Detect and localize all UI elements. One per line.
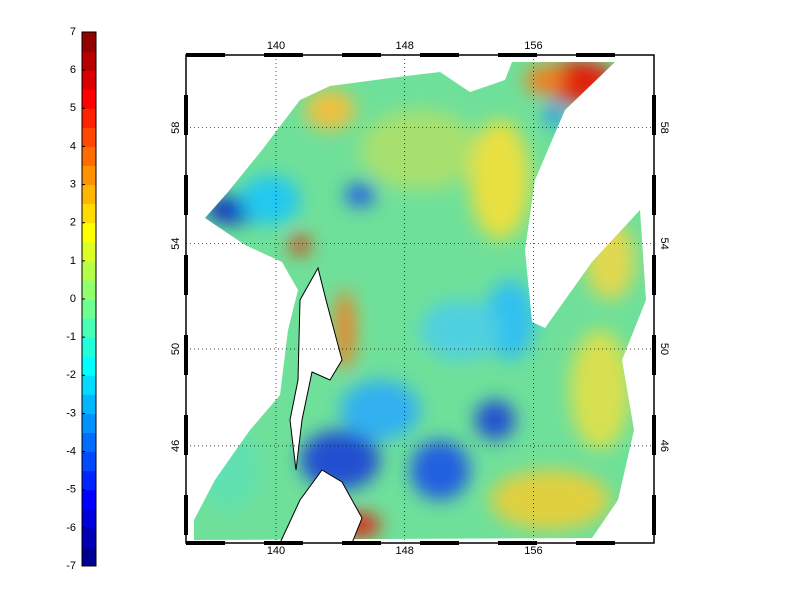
colorbar-step bbox=[82, 489, 96, 510]
colorbar-step bbox=[82, 546, 96, 567]
colorbar-tick-label: -7 bbox=[66, 560, 76, 572]
frame-bar bbox=[652, 95, 656, 135]
colorbar-tick-label: 7 bbox=[70, 26, 76, 38]
sakhalin bbox=[289, 266, 343, 471]
lon-tick-label: 148 bbox=[396, 40, 414, 52]
colorbar-tick-label: 4 bbox=[70, 140, 76, 152]
frame-bar bbox=[576, 541, 615, 545]
lat-tick-label: 58 bbox=[658, 122, 670, 134]
lat-tick-label: 58 bbox=[170, 122, 182, 134]
colorbar-step bbox=[82, 451, 96, 472]
colorbar-tick-label: 3 bbox=[70, 178, 76, 190]
colorbar-step bbox=[82, 413, 96, 433]
lat-tick-label: 46 bbox=[170, 440, 182, 452]
frame-bar bbox=[184, 175, 188, 215]
frame-bar bbox=[342, 53, 381, 57]
colorbar-step bbox=[82, 70, 96, 90]
frame-bar bbox=[652, 335, 656, 375]
frame-bar bbox=[184, 95, 188, 135]
colorbar-step bbox=[82, 241, 96, 262]
colorbar-step bbox=[82, 356, 96, 376]
frame-bar bbox=[184, 415, 188, 455]
frame-bar bbox=[652, 175, 656, 215]
colorbar-step bbox=[82, 318, 96, 338]
lat-tick-label: 54 bbox=[170, 238, 182, 250]
colorbar-tick-label: -4 bbox=[66, 445, 76, 457]
colorbar-tick-label: -1 bbox=[66, 331, 76, 343]
frame-bar bbox=[186, 53, 225, 57]
colorbar-step bbox=[82, 203, 96, 224]
colorbar-step bbox=[82, 279, 96, 300]
map: 140 140 148 148 156 156 58 58 54 54 50 50 46 46 bbox=[170, 40, 670, 557]
frame-bar bbox=[498, 53, 537, 57]
colorbar-tick-label: -3 bbox=[66, 407, 76, 419]
frame-bar bbox=[652, 495, 656, 535]
frame-bar bbox=[498, 541, 537, 545]
frame-bar bbox=[184, 495, 188, 535]
colorbar-tick-label: 5 bbox=[70, 102, 76, 114]
land bbox=[279, 266, 363, 544]
colorbar-step bbox=[82, 394, 96, 414]
colorbar-tick-label: -6 bbox=[66, 522, 76, 534]
colorbar-tick-label: 0 bbox=[70, 293, 76, 305]
lat-tick-label: 54 bbox=[658, 238, 670, 250]
lon-tick-label: 140 bbox=[267, 545, 285, 557]
lon-tick-label: 148 bbox=[396, 545, 414, 557]
frame-bar bbox=[652, 415, 656, 455]
frame-bar bbox=[264, 53, 303, 57]
colorbar-step bbox=[82, 127, 96, 147]
colorbar-tick-label: 6 bbox=[70, 64, 76, 76]
frame-bar bbox=[342, 541, 381, 545]
colorbar-step bbox=[82, 146, 96, 166]
colorbar-step bbox=[82, 508, 96, 529]
lat-tick-label: 50 bbox=[170, 343, 182, 355]
frame-bar bbox=[184, 255, 188, 295]
lat-tick-label: 50 bbox=[658, 343, 670, 355]
grid bbox=[186, 55, 654, 543]
colorbar-step bbox=[82, 165, 96, 186]
colorbar-tick-label: 1 bbox=[70, 255, 76, 267]
colorbar-step bbox=[82, 470, 96, 491]
colorbar-tick-label: -5 bbox=[66, 484, 76, 496]
colorbar-step bbox=[82, 375, 96, 395]
colorbar-step bbox=[82, 32, 96, 52]
frame-bar bbox=[264, 541, 303, 545]
frame-bar bbox=[576, 53, 615, 57]
frame-bar bbox=[184, 335, 188, 375]
colorbar-step bbox=[82, 260, 96, 281]
lon-tick-label: 156 bbox=[524, 545, 542, 557]
lat-tick-label: 46 bbox=[658, 440, 670, 452]
colorbar-step bbox=[82, 89, 96, 109]
colorbar-step bbox=[82, 432, 96, 453]
colorbar-step bbox=[82, 527, 96, 548]
colorbar-step bbox=[82, 337, 96, 357]
colorbar-step bbox=[82, 299, 96, 319]
colorbar-step bbox=[82, 51, 96, 71]
frame-bar bbox=[186, 541, 225, 545]
colorbar-step bbox=[82, 184, 96, 205]
colorbar-step bbox=[82, 108, 96, 128]
colorbar-tick-label: -2 bbox=[66, 369, 76, 381]
colorbar-tick-label: 2 bbox=[70, 217, 76, 229]
lon-tick-label: 140 bbox=[267, 40, 285, 52]
colorbar: 7 6 5 4 3 2 1 0 -1 -2 -3 -4 -5 -6 -7 bbox=[66, 26, 97, 572]
frame-bar bbox=[420, 53, 459, 57]
lon-tick-label: 156 bbox=[524, 40, 542, 52]
map-ticks: 140 140 148 148 156 156 58 58 54 54 50 50 46 46 bbox=[170, 40, 670, 557]
frame-bar bbox=[420, 541, 459, 545]
frame-bar bbox=[652, 255, 656, 295]
colorbar-step bbox=[82, 222, 96, 243]
